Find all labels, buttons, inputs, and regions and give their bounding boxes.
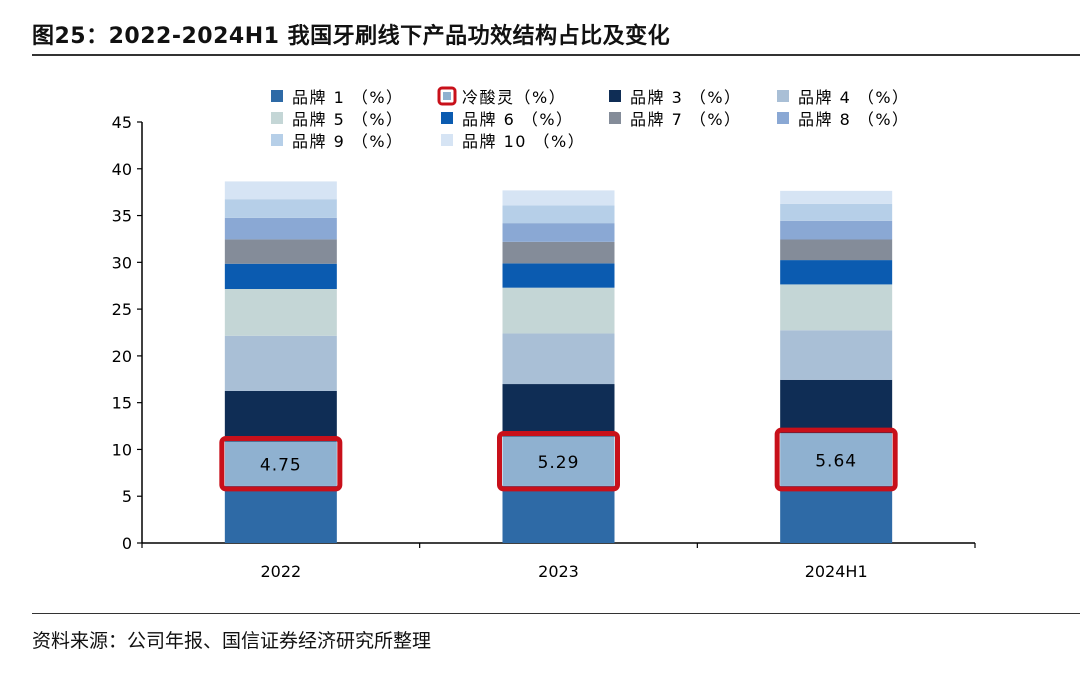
legend-label: 品牌 7 （%） [630, 110, 742, 129]
legend-label: 冷酸灵（%） [462, 88, 566, 107]
highlight-boxes: 4.75 5.29 5.64 [219, 427, 898, 492]
bar-segment [780, 379, 893, 434]
legend-label: 品牌 10 （%） [462, 132, 585, 151]
y-tick-label: 10 [112, 440, 132, 459]
legend-swatch [777, 112, 789, 124]
legend-highlight-box [437, 86, 457, 106]
legend-label: 品牌 6 （%） [462, 110, 574, 129]
x-category-label: 2022 [260, 562, 301, 581]
y-tick-label: 15 [112, 394, 132, 413]
x-axis: 2022 2023 2024H1 [141, 542, 976, 581]
bar-segment [502, 263, 615, 288]
legend-swatch [271, 90, 283, 102]
y-tick-label: 0 [122, 534, 132, 553]
bar-segment [224, 441, 337, 486]
y-tick-label: 20 [112, 347, 132, 366]
legend-label: 品牌 8 （%） [798, 110, 910, 129]
y-tick-label: 25 [112, 300, 132, 319]
bar-segment [224, 181, 337, 200]
bar-segment [502, 384, 615, 437]
legend-label: 品牌 4 （%） [798, 88, 910, 107]
bar-segment [224, 263, 337, 289]
figure-title: 图25：2022-2024H1 我国牙刷线下产品功效结构占比及变化 [32, 24, 671, 49]
legend-swatch [271, 134, 283, 146]
bar-segment [780, 260, 893, 285]
bar-segment [224, 288, 337, 336]
bar-segment [780, 330, 893, 380]
y-tick-label: 5 [122, 487, 132, 506]
highlight-box [774, 427, 898, 492]
bar-segment [502, 485, 615, 543]
legend-swatch [777, 90, 789, 102]
bar-segment [780, 203, 893, 221]
bar-segment [224, 239, 337, 264]
legend-label: 品牌 5 （%） [292, 110, 404, 129]
legend-swatch [441, 134, 453, 146]
bar-segment [780, 220, 893, 240]
y-tick-label: 45 [112, 113, 132, 132]
bar-segment [502, 436, 615, 486]
legend-swatch [441, 112, 453, 124]
bars [224, 181, 893, 543]
x-category-label: 2023 [538, 562, 579, 581]
legend-swatch [443, 92, 451, 100]
bar-segment [502, 333, 615, 385]
legend-swatch [609, 112, 621, 124]
data-label: 5.64 [815, 452, 857, 472]
legend: 品牌 1 （%） 冷酸灵（%） 品牌 3 （%） 品牌 4 （%） 品牌 5 （%） 品牌… [271, 86, 910, 151]
data-label: 4.75 [260, 456, 302, 476]
bar-segment [780, 485, 893, 543]
stacked-bar-chart: 品牌 1 （%） 冷酸灵（%） 品牌 3 （%） 品牌 4 （%） 品牌 5 （%） 品牌… [112, 86, 976, 581]
y-tick-label: 35 [112, 207, 132, 226]
legend-label: 品牌 3 （%） [630, 88, 742, 107]
bar-segment [224, 217, 337, 240]
bar-segment [502, 223, 615, 242]
bar-segment [502, 190, 615, 206]
x-category-label: 2024H1 [805, 562, 868, 581]
bar-segment [502, 287, 615, 334]
bar-segment [224, 199, 337, 218]
legend-label: 品牌 9 （%） [292, 132, 404, 151]
legend-swatch [609, 90, 621, 102]
bar-segment [780, 190, 893, 204]
source-divider [32, 613, 1080, 614]
bar-segment [502, 205, 615, 224]
highlight-box [219, 435, 343, 492]
legend-swatch [271, 112, 283, 124]
bar-segment [780, 284, 893, 331]
y-tick-label: 40 [112, 160, 132, 179]
bar-segment [780, 239, 893, 261]
y-axis: 0 5 10 15 20 25 30 35 40 45 [112, 113, 143, 553]
bar-segment [224, 335, 337, 391]
bar-segment [780, 433, 893, 486]
source-note: 资料来源：公司年报、国信证券经济研究所整理 [32, 630, 432, 652]
data-label: 5.29 [538, 453, 580, 473]
legend-label: 品牌 1 （%） [292, 88, 404, 107]
bar-segment [224, 390, 337, 442]
bar-segment [502, 241, 615, 264]
y-tick-label: 30 [112, 253, 132, 272]
title-divider [32, 54, 1080, 56]
highlight-box [497, 430, 620, 492]
bar-segment [224, 485, 337, 543]
